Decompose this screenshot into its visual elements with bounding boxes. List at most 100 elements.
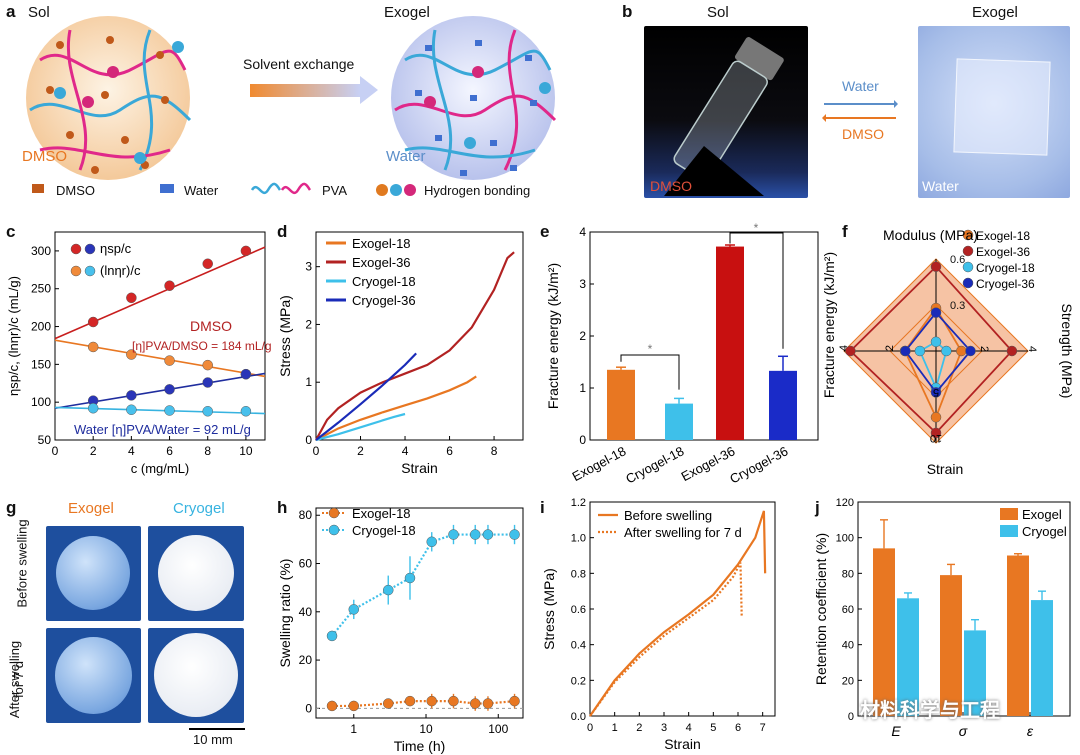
panel-b-sol-title: Sol xyxy=(707,4,729,21)
y-tick-label: 0.8 xyxy=(571,568,586,580)
y-axis-label: Fracture energy (kJ/m²) xyxy=(545,263,561,409)
chart-i: 0 1 2 3 4 5 6 7 0.0 0.2 0.4 0.6 0.8 1.0 1.2 Strain Stres… xyxy=(541,497,776,752)
y-tick-label: 300 xyxy=(31,244,51,258)
data-point xyxy=(382,584,394,596)
legend-label: ηsp/c xyxy=(100,241,132,256)
legend-label: Cryogel-18 xyxy=(352,523,416,538)
bar xyxy=(897,598,919,716)
legend-swatch xyxy=(1000,525,1018,537)
panel-a-letter: a xyxy=(6,2,16,21)
legend-label: Exogel-18 xyxy=(352,236,411,251)
y-tick-label: 20 xyxy=(299,653,313,667)
panel-j-letter: j xyxy=(815,498,820,517)
data-point xyxy=(202,406,213,417)
x-tick-label: 6 xyxy=(446,444,453,458)
legend-label: Cryogel-18 xyxy=(352,274,416,289)
arrow-dmso-label: DMSO xyxy=(842,126,884,142)
legend-marker xyxy=(84,243,96,255)
tick-label: 4 xyxy=(1026,346,1038,352)
data-point xyxy=(164,280,175,291)
legend-swatch xyxy=(1000,508,1018,520)
bar xyxy=(964,630,986,716)
radar-point xyxy=(845,345,856,357)
series-line-3 xyxy=(315,352,417,441)
exogel-water xyxy=(415,40,537,176)
chart-c: 0 2 4 6 8 10 50 100 150 200 250 300 c (mg/mL) ηsp/c, … xyxy=(6,231,272,476)
sig-bracket xyxy=(620,354,680,390)
panel-g-before: Before swelling xyxy=(14,519,30,608)
panel-a-dmso-label: DMSO xyxy=(22,148,67,165)
y-tick-label: 2 xyxy=(305,317,312,331)
panel-a-arrow-label: Solvent exchange xyxy=(243,56,355,72)
y-axis-label: Stress (MPa) xyxy=(277,295,293,377)
data-point xyxy=(382,698,394,709)
data-point xyxy=(469,698,481,709)
y-tick-label: 100 xyxy=(31,395,51,409)
x-tick-label: 1 xyxy=(350,722,357,736)
data-point xyxy=(87,341,99,353)
data-point xyxy=(404,695,416,707)
x-axis-label: Strain xyxy=(401,460,438,476)
chart-j: 0 20 40 60 80 100 120 Retention coefficient (%)… xyxy=(813,497,1071,739)
y-axis-label: Retention coefficient (%) xyxy=(813,533,829,685)
bar xyxy=(940,575,962,716)
y-tick-label: 120 xyxy=(836,497,854,509)
data-point xyxy=(126,349,137,360)
tick-label: 5 xyxy=(933,386,939,398)
tick-label: 2 xyxy=(978,346,990,352)
panel-a-sol-title: Sol xyxy=(28,4,50,21)
bar xyxy=(769,370,797,440)
data-point xyxy=(448,529,459,540)
data-point xyxy=(348,604,360,615)
legend-label: Exogel-18 xyxy=(976,229,1030,243)
x-axis-label: Time (h) xyxy=(394,738,446,754)
exchange-arrows xyxy=(822,100,898,122)
fit-line-0 xyxy=(54,246,266,340)
bar xyxy=(1007,555,1029,716)
legend-label: Exogel-18 xyxy=(352,506,411,521)
radar-point xyxy=(930,411,942,423)
data-point xyxy=(164,405,175,416)
category-label: E xyxy=(891,723,901,739)
data-point xyxy=(509,529,520,540)
category-label: Exogel-18 xyxy=(570,443,629,484)
axis-label-fracture: Fracture energy (kJ/m²) xyxy=(821,252,837,398)
x-tick-label: 100 xyxy=(488,722,508,736)
bar xyxy=(607,369,635,440)
panel-e-letter: e xyxy=(540,222,550,241)
y-tick-label: 40 xyxy=(299,605,313,619)
fit-line-2 xyxy=(54,372,266,410)
axis-label-strain: Strain xyxy=(927,461,964,477)
panel-i-letter: i xyxy=(540,498,545,517)
radar-point xyxy=(956,345,967,357)
y-tick-label: 100 xyxy=(836,533,854,545)
x-tick-label: 6 xyxy=(735,722,741,734)
series-line-2 xyxy=(315,412,406,442)
data-point xyxy=(509,695,520,707)
chart-f: Exogel-18 Exogel-36 Cryogel-18 Cryogel-36 Mo… xyxy=(821,227,1075,477)
tick-label: 0.6 xyxy=(950,254,965,266)
sig-star: * xyxy=(648,342,653,356)
axes-frame xyxy=(54,231,266,441)
axes-frame xyxy=(315,507,524,719)
tick-label: 2 xyxy=(884,345,896,351)
data-point xyxy=(426,695,437,707)
legend-hbond: Hydrogen bonding xyxy=(424,183,531,198)
data-point xyxy=(482,698,494,709)
watermark: 材料科学与工程 xyxy=(860,700,1000,722)
sig-star: * xyxy=(754,221,759,235)
data-point xyxy=(469,529,481,540)
data-point xyxy=(426,536,437,548)
y-tick-label: 0 xyxy=(305,433,312,447)
legend-marker xyxy=(328,524,340,536)
legend-label: Cryogel-18 xyxy=(976,261,1035,275)
axes-frame xyxy=(315,231,524,441)
series-line-0 xyxy=(315,375,477,441)
fit-line-3 xyxy=(54,406,266,415)
data-point xyxy=(348,700,360,712)
radar-point xyxy=(900,345,911,357)
x-tick-label: 0 xyxy=(313,444,320,458)
x-tick-label: 4 xyxy=(402,444,409,458)
x-tick-label: 5 xyxy=(710,722,716,734)
legend-label: After swelling for 7 d xyxy=(624,525,742,540)
